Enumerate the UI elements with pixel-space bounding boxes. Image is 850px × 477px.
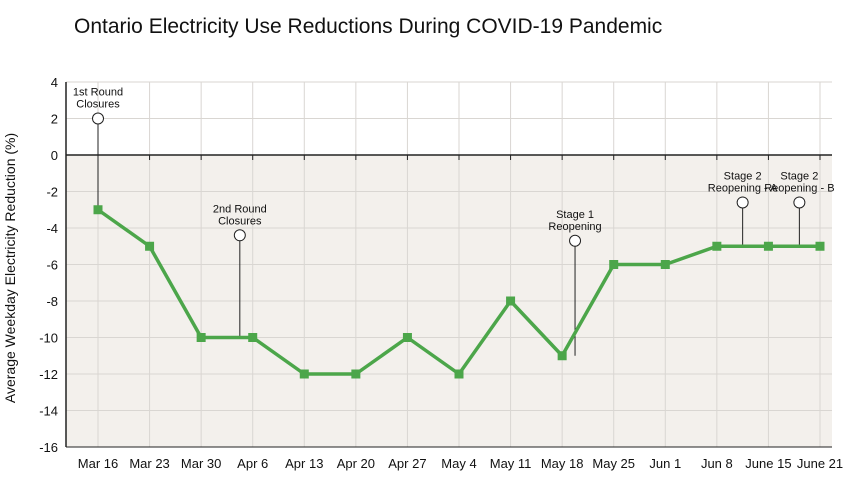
x-tick-label: Apr 20	[337, 456, 375, 471]
axes	[65, 82, 832, 448]
data-point	[402, 333, 412, 342]
annotation-label: Closures	[76, 99, 120, 111]
x-tick-label: May 25	[592, 456, 635, 471]
annotation-marker	[736, 196, 749, 209]
data-point	[815, 241, 825, 251]
annotation-marker	[92, 112, 104, 125]
data-point	[351, 369, 361, 379]
data-point	[299, 369, 309, 379]
data-point	[454, 369, 464, 379]
x-tick-label: May 18	[541, 456, 584, 471]
x-tick-label: Mar 16	[78, 456, 118, 471]
gridlines	[66, 81, 832, 447]
x-tick-label: May 4	[441, 456, 476, 471]
annotation-label: Stage 2	[780, 170, 818, 182]
data-point	[712, 241, 722, 251]
chart-title: Ontario Electricity Use Reductions Durin…	[74, 15, 662, 38]
y-tick-label: -14	[39, 404, 58, 419]
y-tick-label: -12	[39, 367, 58, 382]
data-point	[145, 241, 155, 251]
x-tick-labels: Mar 16 Mar 23 Mar 30 Apr 6 Apr 13 Apr 20 Apr 2…	[78, 456, 843, 471]
y-tick-label: -6	[46, 258, 58, 273]
x-tick-label: Jun 1	[649, 456, 681, 471]
annotation-label: 1st Round	[73, 87, 123, 99]
series-line	[93, 205, 825, 379]
x-tick-label: Mar 23	[129, 456, 169, 471]
y-axis-label: Average Weekday Electricity Reduction (%…	[2, 133, 18, 403]
data-point	[248, 333, 258, 342]
data-point	[660, 260, 670, 269]
y-tick-label: -4	[46, 221, 58, 236]
x-tick-label: Apr 27	[388, 456, 426, 471]
data-point	[609, 260, 619, 269]
annotation-label: Stage 1	[556, 209, 594, 221]
y-tick-label: -8	[46, 294, 58, 309]
annotation-label: Stage 2	[724, 170, 762, 182]
x-tick-label: Jun 8	[701, 456, 733, 471]
data-point	[557, 351, 567, 361]
x-tick-label: May 11	[490, 456, 532, 471]
x-tick-label: Mar 30	[181, 456, 221, 471]
y-tick-label: -2	[46, 185, 58, 200]
y-tick-label: -16	[39, 440, 58, 455]
x-tick-label: June 15	[745, 456, 791, 471]
x-tick-label: Apr 6	[237, 456, 268, 471]
y-tick-label: 2	[51, 112, 58, 127]
data-point	[93, 205, 103, 215]
annotation-label: Closures	[218, 215, 262, 227]
annotation-marker	[569, 234, 582, 247]
y-tick-labels: 4 2 0 -2 -4 -6 -8 -10 -12 -14 -16	[39, 75, 58, 455]
annotation-label: Reopening - A	[708, 182, 778, 194]
annotation-label: Reopening - B	[764, 182, 834, 194]
y-tick-label: 4	[51, 75, 58, 90]
data-point	[196, 333, 206, 342]
y-tick-label: 0	[51, 148, 58, 163]
y-tick-label: -10	[39, 331, 58, 346]
data-point	[506, 296, 516, 306]
annotation-label: 2nd Round	[213, 203, 267, 215]
x-tick-label: June 21	[797, 456, 843, 471]
annotation-marker	[793, 196, 806, 209]
x-tick-label: Apr 13	[285, 456, 323, 471]
annotation-marker	[233, 229, 246, 242]
annotation-label: Reopening	[548, 221, 601, 233]
data-point	[763, 241, 773, 251]
